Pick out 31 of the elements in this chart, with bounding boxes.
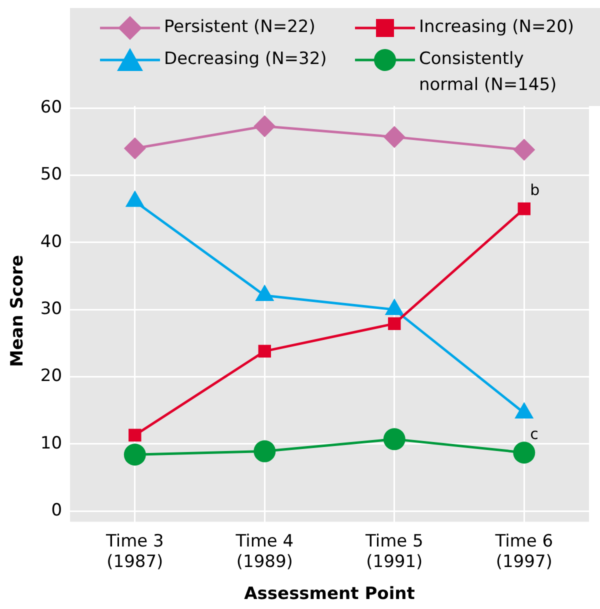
y-tick-label: 20 bbox=[40, 366, 62, 386]
legend-label: Consistently normal (N=145) bbox=[419, 48, 557, 97]
y-axis-title: Mean Score bbox=[8, 254, 28, 367]
legend-label: Increasing (N=20) bbox=[419, 16, 574, 39]
point bbox=[383, 428, 406, 450]
point bbox=[513, 138, 536, 161]
y-tick-label: 50 bbox=[40, 164, 62, 185]
point bbox=[513, 442, 536, 464]
x-tick-label: Time 5 (1991) bbox=[364, 531, 424, 572]
point bbox=[254, 440, 276, 462]
legend-label: Persistent (N=22) bbox=[164, 16, 316, 39]
point bbox=[254, 115, 276, 138]
x-tick-label: Time 4 (1989) bbox=[234, 531, 294, 572]
point bbox=[518, 202, 530, 216]
annotation: c bbox=[530, 425, 538, 444]
y-tick-label: 60 bbox=[40, 97, 62, 118]
x-tick-label: Time 6 (1997) bbox=[494, 531, 554, 572]
point bbox=[258, 344, 272, 358]
x-tick-label: Time 3 (1987) bbox=[104, 531, 164, 572]
point bbox=[124, 137, 146, 160]
y-tick-label: 0 bbox=[51, 500, 62, 520]
legend-label: Decreasing (N=32) bbox=[164, 48, 327, 71]
point bbox=[124, 444, 146, 466]
y-tick-label: 10 bbox=[40, 433, 62, 454]
point bbox=[383, 126, 406, 148]
annotation: b bbox=[530, 181, 540, 200]
x-axis-title: Assessment Point bbox=[244, 584, 415, 604]
point bbox=[388, 317, 401, 330]
y-tick-label: 30 bbox=[40, 298, 62, 319]
y-tick-label: 40 bbox=[40, 232, 62, 252]
point bbox=[128, 428, 142, 442]
